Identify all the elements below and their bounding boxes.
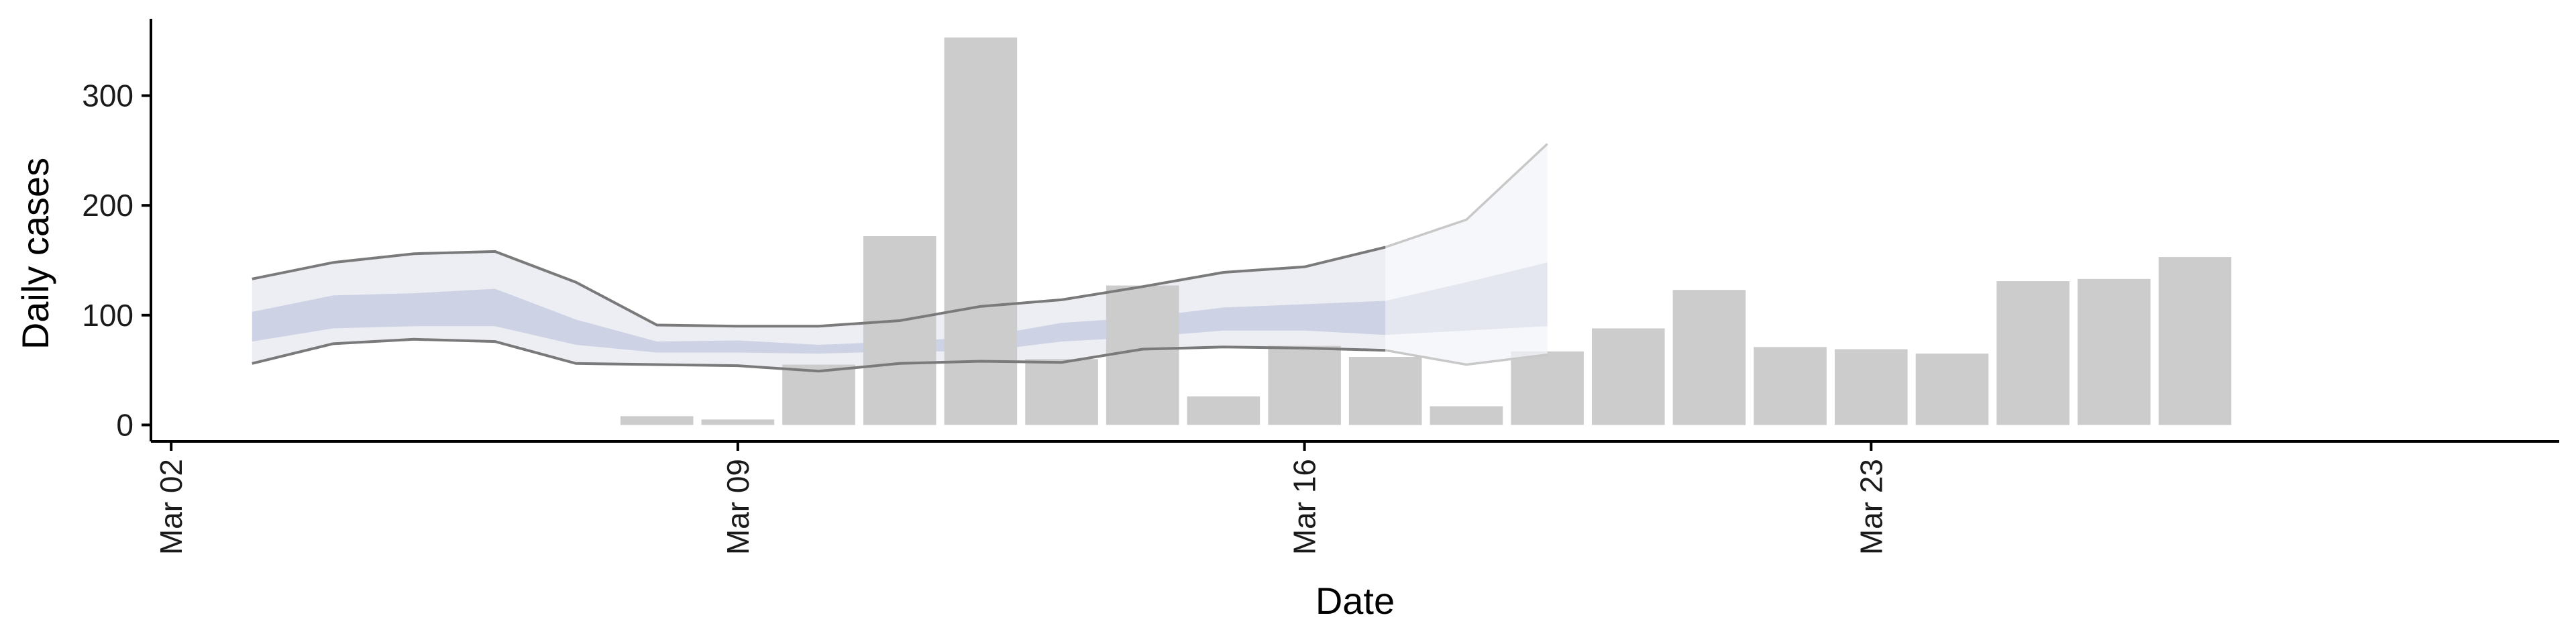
tick-labels: 0 100 200 300 Mar 02 Mar 09 Mar 16 Mar 23: [82, 78, 1888, 555]
bar: [1996, 281, 2070, 425]
bar: [1348, 357, 1422, 425]
axes: [142, 19, 2559, 451]
bar: [944, 37, 1018, 425]
bar: [1187, 396, 1260, 425]
y-tick-label: 100: [82, 298, 133, 333]
bar: [1672, 290, 1746, 425]
bar: [782, 364, 855, 425]
estimate-inner-band: [252, 288, 1386, 354]
bar: [2158, 257, 2232, 425]
bar: [1915, 354, 1989, 425]
estimate-upper-line: [252, 246, 1386, 328]
y-tick-label: 300: [82, 78, 133, 113]
y-axis-title: Daily cases: [14, 158, 56, 350]
bar: [1430, 406, 1503, 425]
estimate-lower-line: [252, 337, 1386, 373]
x-tick-label: Mar 09: [720, 459, 755, 555]
bar: [2078, 278, 2151, 425]
y-tick-label: 0: [116, 407, 133, 442]
bar: [701, 419, 775, 425]
forecast-lower-line: [1385, 349, 1548, 366]
forecast-inner-band: [1385, 262, 1548, 335]
estimate-outer-band: [252, 247, 1386, 372]
y-tick-label: 200: [82, 188, 133, 223]
bar: [1268, 345, 1341, 425]
x-tick-label: Mar 02: [154, 459, 189, 555]
bar: [1511, 351, 1584, 425]
forecast-upper-line: [1385, 143, 1548, 249]
bar: [1835, 349, 1908, 425]
bar: [1106, 285, 1179, 425]
bar: [1025, 359, 1098, 425]
bar: [863, 236, 936, 425]
bar: [620, 416, 694, 425]
estimate-bands: [252, 247, 1386, 372]
bar: [1592, 328, 1665, 425]
x-tick-label: Mar 23: [1854, 459, 1888, 555]
x-tick-label: Mar 16: [1287, 459, 1322, 555]
x-axis-title: Date: [1316, 580, 1395, 622]
bar: [1754, 347, 1827, 425]
